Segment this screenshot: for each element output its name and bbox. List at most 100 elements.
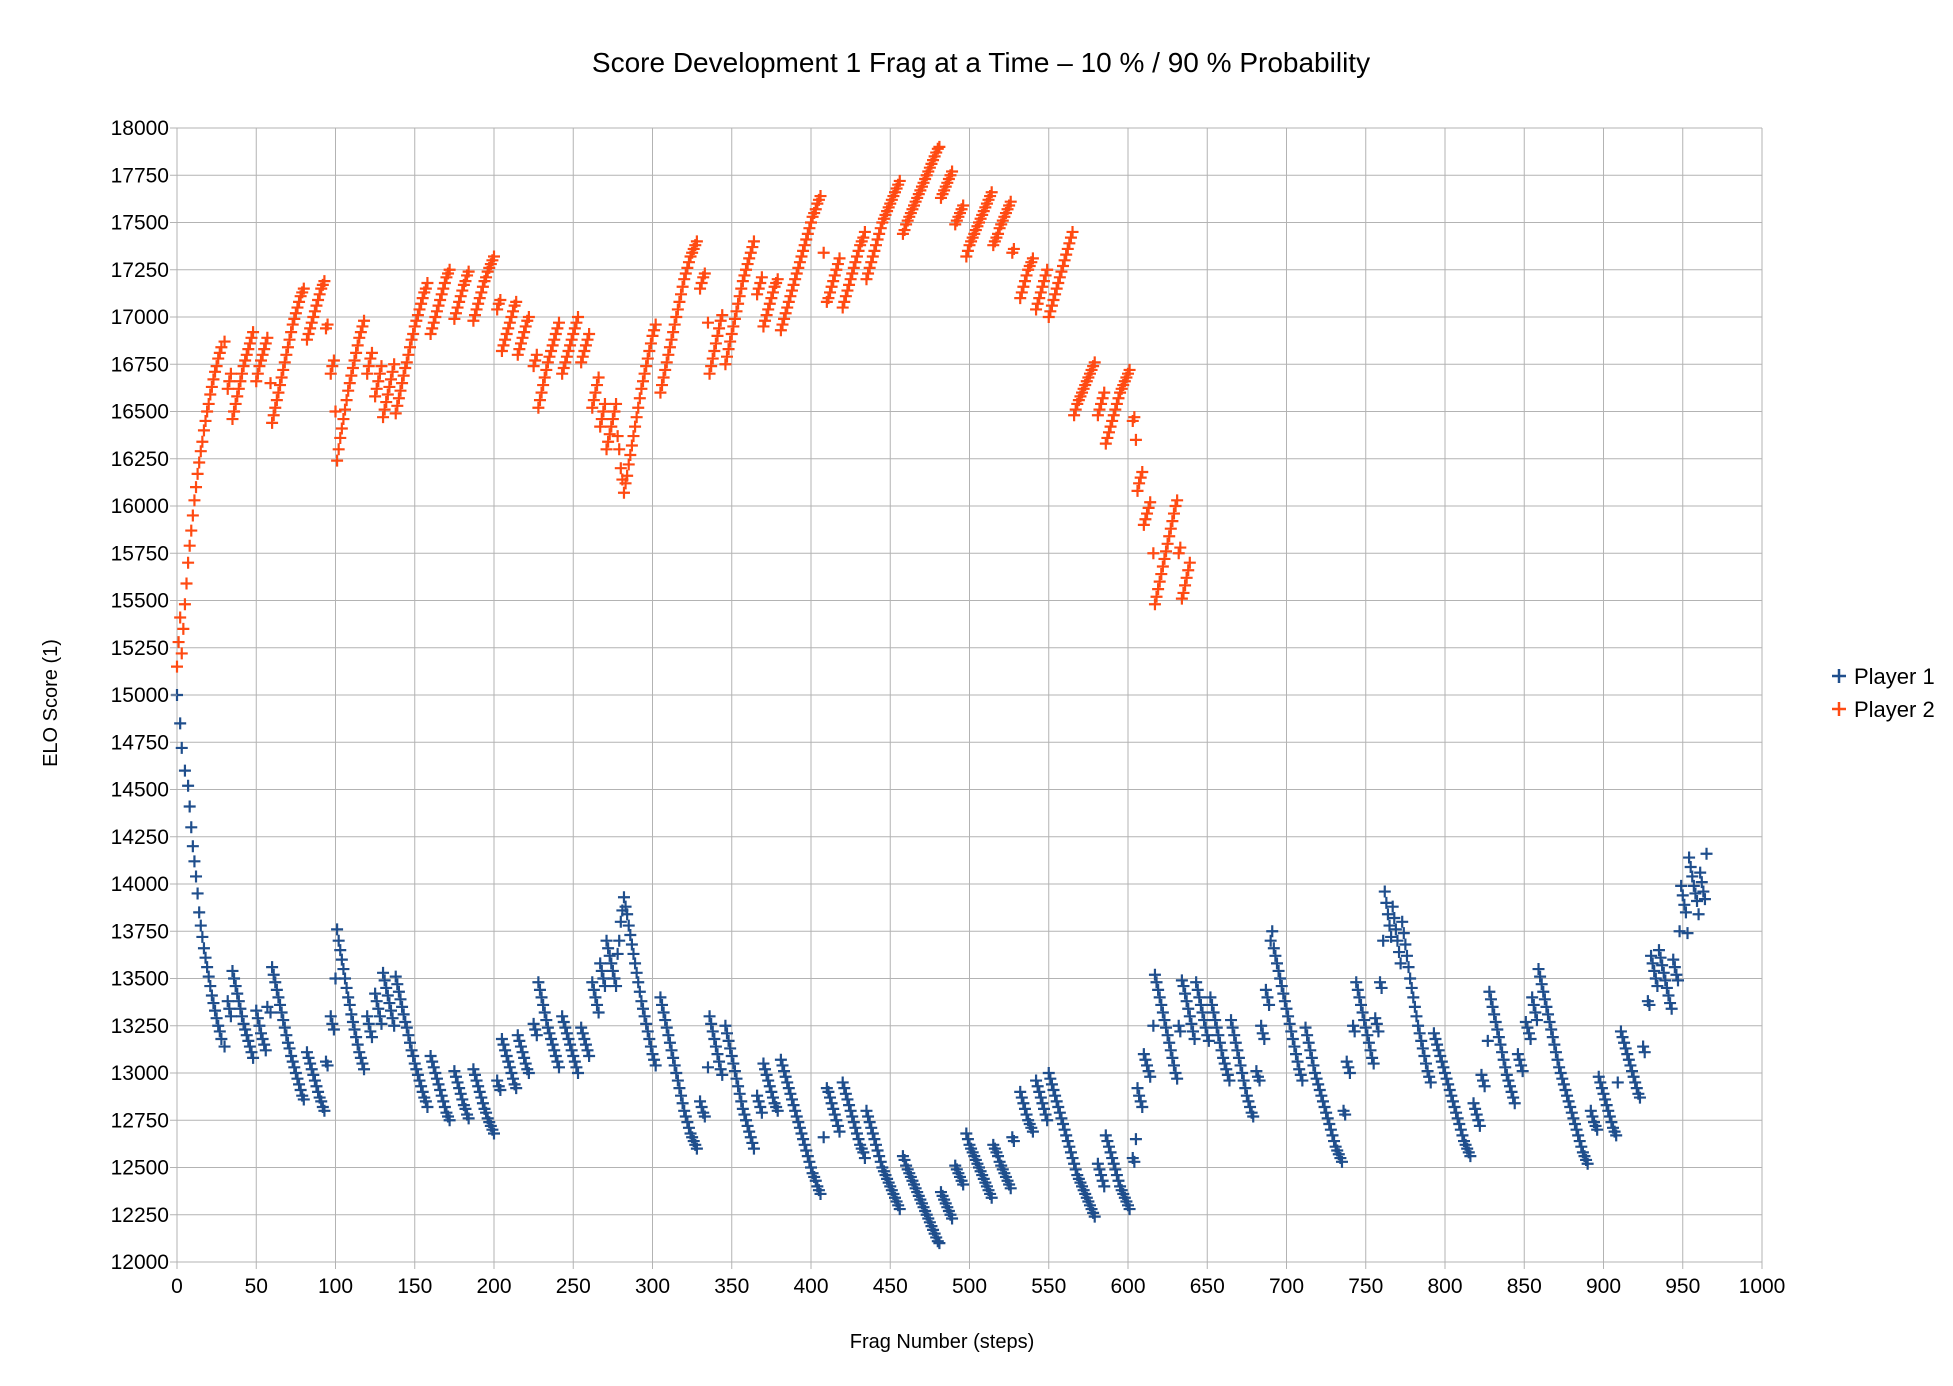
data-point	[722, 1034, 735, 1047]
data-point	[809, 203, 822, 216]
data-point	[586, 401, 599, 414]
data-point	[1567, 1112, 1580, 1125]
data-point	[172, 636, 185, 649]
data-point	[841, 284, 854, 297]
data-point	[190, 870, 203, 883]
data-point	[1542, 1008, 1555, 1021]
data-point	[245, 331, 258, 344]
data-point	[1026, 1125, 1039, 1138]
data-point	[743, 1125, 756, 1138]
data-point	[1584, 1104, 1597, 1117]
data-point	[871, 1144, 884, 1157]
data-point	[1180, 995, 1193, 1008]
data-point	[293, 295, 306, 308]
data-point	[633, 392, 646, 405]
data-point	[196, 435, 209, 448]
data-point	[728, 1065, 741, 1078]
data-point	[850, 1127, 863, 1140]
data-point	[644, 337, 657, 350]
data-point	[871, 233, 884, 246]
x-tick-label: 300	[635, 1275, 670, 1298]
data-point	[1648, 964, 1661, 977]
data-point	[1055, 1112, 1068, 1125]
data-point	[572, 311, 585, 323]
data-point	[587, 394, 600, 407]
data-point	[302, 328, 315, 341]
data-point	[957, 1178, 970, 1191]
data-point	[725, 1049, 738, 1062]
data-point	[239, 1023, 252, 1036]
data-point	[286, 1055, 299, 1068]
data-point	[232, 995, 245, 1008]
data-point	[223, 1002, 236, 1015]
data-point	[300, 1046, 313, 1059]
data-point	[540, 363, 553, 376]
data-point	[251, 1012, 264, 1025]
data-point	[1209, 1014, 1222, 1027]
data-point	[614, 915, 627, 928]
data-point	[194, 919, 207, 932]
data-point	[288, 312, 301, 325]
data-point	[1104, 420, 1117, 433]
data-point	[1505, 1085, 1518, 1098]
data-point	[869, 1138, 882, 1151]
data-point	[1581, 1157, 1594, 1170]
data-point	[274, 998, 287, 1011]
data-point	[1356, 1006, 1369, 1019]
data-point	[1210, 1021, 1223, 1034]
data-point	[408, 1057, 421, 1070]
data-point	[272, 386, 285, 399]
data-point	[1031, 1080, 1044, 1093]
data-point	[1343, 1067, 1356, 1079]
data-point	[1160, 1021, 1173, 1034]
data-point	[1066, 225, 1079, 238]
data-point	[434, 1084, 447, 1097]
data-point	[781, 301, 794, 314]
data-point	[595, 413, 608, 426]
data-point	[760, 1068, 773, 1081]
data-point	[377, 966, 390, 979]
data-point	[386, 365, 399, 378]
data-point	[370, 382, 383, 395]
data-point	[388, 1019, 401, 1032]
data-point	[339, 403, 352, 416]
data-point	[459, 1102, 472, 1115]
data-point	[667, 1051, 680, 1064]
data-point	[1166, 515, 1179, 528]
data-point	[308, 305, 321, 318]
data-point	[1137, 1048, 1150, 1061]
data-point	[1163, 530, 1176, 543]
data-point	[243, 337, 256, 350]
data-point	[1096, 1174, 1109, 1187]
data-point	[1429, 1032, 1442, 1045]
data-point	[839, 290, 852, 303]
y-tick-label: 16750	[111, 353, 169, 376]
data-point	[738, 1108, 751, 1121]
data-point	[1396, 915, 1409, 928]
data-point	[1060, 1129, 1073, 1142]
data-point	[377, 411, 390, 424]
data-point	[1649, 972, 1662, 985]
data-point	[270, 394, 283, 407]
data-point	[1507, 1091, 1520, 1104]
data-point	[1017, 1097, 1030, 1110]
data-point	[1259, 983, 1272, 996]
data-point	[617, 486, 630, 499]
data-point	[792, 261, 805, 274]
data-point	[830, 263, 843, 276]
data-point	[397, 369, 410, 382]
data-point	[264, 1006, 277, 1019]
data-point	[1052, 1101, 1065, 1114]
data-point	[318, 275, 331, 288]
data-point	[1239, 1082, 1252, 1095]
data-point	[1017, 280, 1030, 293]
x-tick-label: 700	[1269, 1275, 1304, 1298]
data-point	[362, 1017, 375, 1030]
data-point	[1161, 537, 1174, 550]
data-point	[1036, 280, 1049, 293]
data-point	[610, 980, 623, 993]
data-point	[396, 377, 409, 390]
data-point	[411, 309, 424, 322]
data-point	[202, 397, 215, 410]
